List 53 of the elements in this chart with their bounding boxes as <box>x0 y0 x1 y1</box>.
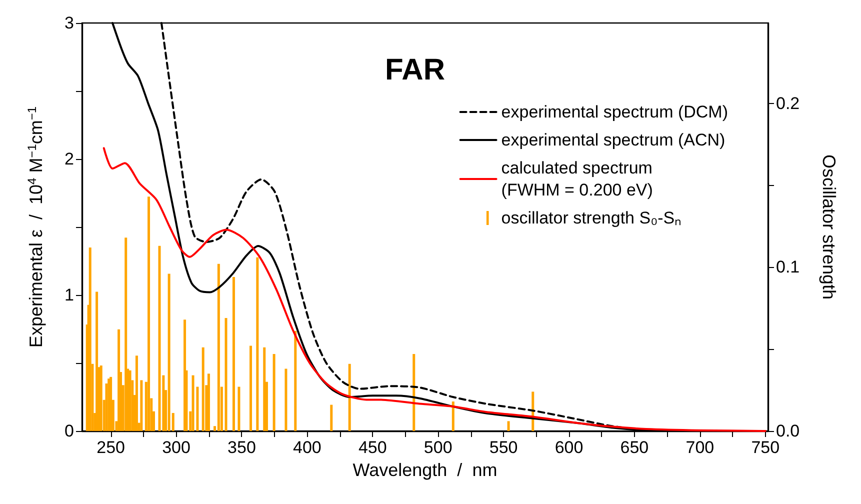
bar <box>232 276 235 431</box>
bar <box>294 331 297 431</box>
text: FAR <box>385 54 446 86</box>
bar <box>148 196 150 431</box>
x-axis-title: Wavelength / nm <box>352 460 498 480</box>
x-tick-label: 450 <box>358 438 387 457</box>
bar <box>284 368 288 431</box>
bar <box>263 347 266 431</box>
bar <box>250 346 252 431</box>
y2-axis-title: Oscillator strength <box>819 154 839 300</box>
bar <box>135 356 138 431</box>
line-series <box>102 147 766 432</box>
bar <box>507 421 510 431</box>
bar <box>256 257 259 431</box>
bar <box>88 247 92 431</box>
y-tick-label: 0 <box>64 422 74 440</box>
bar <box>96 292 98 431</box>
y-axis-title: Experimental ε / 104 M−1cm−1 <box>25 106 46 348</box>
x-tick-label: 650 <box>620 438 649 457</box>
y-tick-label: 3 <box>64 14 74 32</box>
x-tick-label: 500 <box>424 438 452 457</box>
x-tick-label: 600 <box>554 438 584 457</box>
legend-label: experimental spectrum (ACN) <box>501 130 726 150</box>
y2-tick-label: 0.0 <box>776 422 800 440</box>
bar <box>140 380 143 431</box>
y-tick-label: 1 <box>64 286 74 304</box>
x-tick-label: 350 <box>228 438 256 457</box>
legend-label: oscillator strength S₀-Sₙ <box>501 208 682 228</box>
bar <box>272 354 276 431</box>
bar <box>224 318 228 431</box>
bar <box>238 386 240 431</box>
bar <box>168 274 170 431</box>
bar <box>452 402 454 431</box>
bar <box>330 404 333 431</box>
legend-label: calculated spectrum (FWHM = 0.200 eV) <box>501 158 653 200</box>
bar <box>192 375 194 431</box>
y2-tick-label: 0.1 <box>776 258 800 277</box>
y-tick-label: 2 <box>64 150 74 168</box>
bar <box>412 354 416 431</box>
x-tick-label: 550 <box>489 438 518 457</box>
x-tick-label: 700 <box>686 438 714 457</box>
legend-label: experimental spectrum (DCM) <box>501 102 728 122</box>
bar <box>158 246 161 431</box>
x-tick-label: 400 <box>292 438 322 457</box>
bar <box>217 264 220 431</box>
x-tick-label: 300 <box>162 438 190 457</box>
x-tick-label: 250 <box>96 438 125 457</box>
y2-tick-label: 0.2 <box>776 94 800 113</box>
bar <box>124 238 128 431</box>
bar <box>207 374 210 431</box>
bar <box>202 347 204 431</box>
x-tick-label: 750 <box>751 438 780 457</box>
bar <box>348 364 351 431</box>
